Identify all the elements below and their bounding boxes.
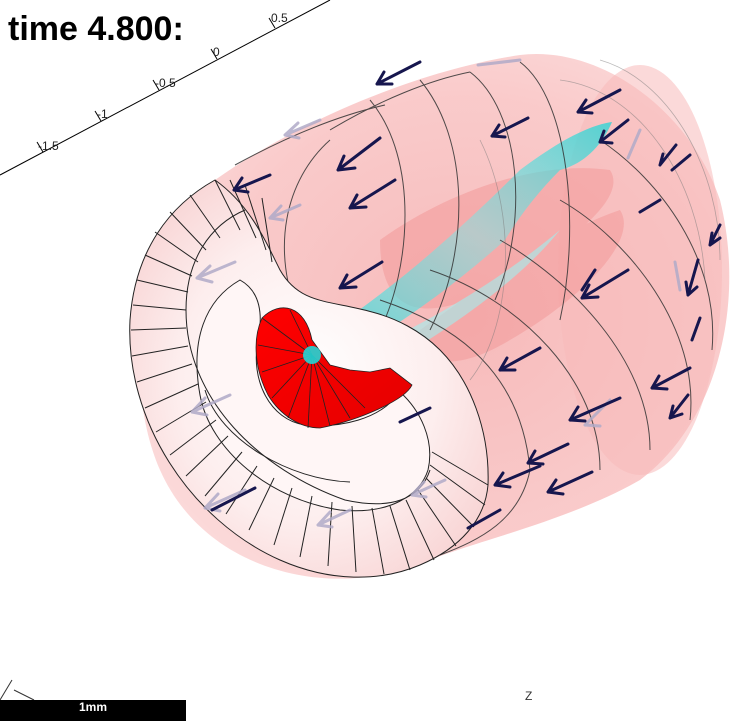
vector-field-arrow-icon <box>673 260 682 292</box>
vector-field-arrow-icon <box>232 173 272 194</box>
hot-region <box>255 307 413 429</box>
front-face-mesh <box>130 179 489 575</box>
vector-field-arrow-icon <box>670 153 692 172</box>
vector-field-arrow-icon <box>283 118 322 140</box>
vector-field-arrow-icon <box>210 486 257 512</box>
vector-field-arrow-icon <box>336 136 382 172</box>
vector-field-arrow-icon <box>708 223 722 247</box>
vector-field-arrow-icon <box>684 258 700 297</box>
vector-field-arrow-icon <box>316 508 352 529</box>
axis-gizmo <box>0 679 35 701</box>
axis-tick-label: -1 <box>97 107 108 121</box>
mesh-rings-back <box>469 59 721 381</box>
vector-field-arrow-icon <box>568 396 622 423</box>
vector-field-arrow-icon <box>626 128 642 160</box>
axis-z-label: Z <box>525 689 533 703</box>
vector-field-arrow-icon <box>526 442 570 466</box>
vector-field-arrow-icon <box>658 143 678 167</box>
vector-field-arrow-icon <box>375 60 422 86</box>
axis-tick-label: 0 <box>213 45 220 59</box>
vector-field-arrow-icon <box>268 203 302 222</box>
vector-field-faint <box>190 58 682 529</box>
front-face-ring <box>185 209 431 505</box>
vector-field-arrow-icon <box>338 260 384 290</box>
scale-bar-label: 1mm <box>78 700 107 714</box>
vector-field-arrow-icon <box>650 366 692 391</box>
vector-field-arrow-icon <box>348 178 397 210</box>
vector-field-arrow-icon <box>476 58 522 67</box>
vector-field-arrow-icon <box>466 508 502 530</box>
vector-field-arrow-icon <box>638 198 662 214</box>
vector-field-arrow-icon <box>490 116 530 139</box>
vector-field-arrow-icon <box>690 316 702 342</box>
vector-field-arrow-icon <box>195 260 237 284</box>
axis-tick-label: -0.5 <box>155 76 176 90</box>
vector-field-arrow-icon <box>576 88 622 115</box>
scale-bar: 1mm <box>0 700 186 721</box>
vector-field-arrow-icon <box>580 268 597 292</box>
vector-field-arrow-icon <box>498 346 542 372</box>
mesh-rings <box>234 61 714 556</box>
vector-field-arrow-icon <box>580 268 630 300</box>
vector-field-arrow-icon <box>546 470 594 496</box>
vector-field-arrow-icon <box>598 118 630 145</box>
vector-field-arrow-icon <box>190 393 232 417</box>
time-label: time 4.800: <box>8 10 184 48</box>
axis-tick-label: -1.5 <box>38 139 59 153</box>
axis-tick-label: 0.5 <box>271 11 288 25</box>
coordinate-axis: -1.5 -1 -0.5 0 0.5 <box>0 0 331 176</box>
vector-field-arrow-icon <box>398 406 432 424</box>
vector-field-arrow-icon <box>410 478 447 499</box>
vector-field-arrow-icon <box>668 393 690 420</box>
vector-field <box>210 60 722 530</box>
vector-field-arrow-icon <box>493 464 542 489</box>
